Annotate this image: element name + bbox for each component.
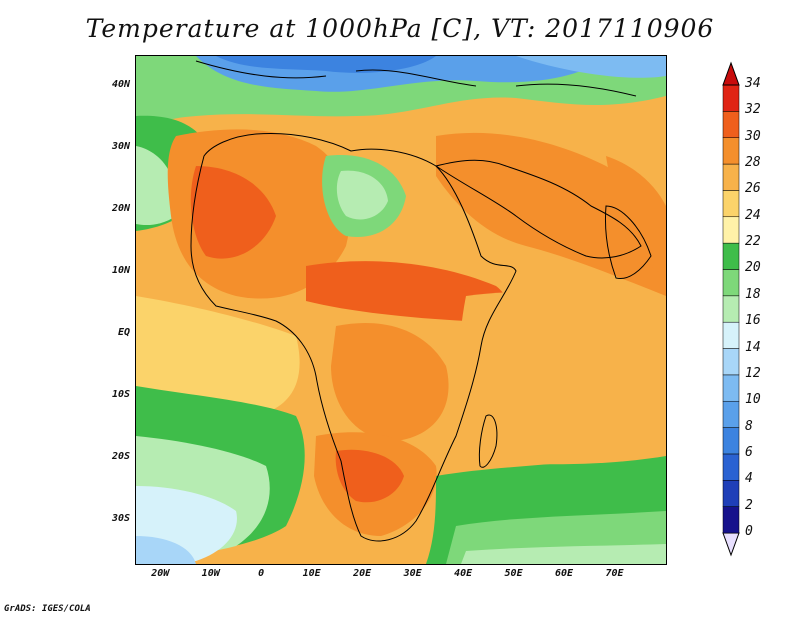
colorbar-swatch <box>722 480 740 507</box>
colorbar-level-label: 0 <box>745 524 753 539</box>
lat-tick-label: 20N <box>111 202 130 214</box>
colorbar-level-label: 2 <box>745 497 753 513</box>
colorbar-swatch <box>722 400 740 428</box>
lon-tick-label: 0 <box>258 568 265 579</box>
colorbar-level-label: 4 <box>745 471 753 487</box>
colorbar-swatch <box>722 427 740 455</box>
colorbar-level-label: 28 <box>745 155 761 171</box>
colorbar-level-label: 10 <box>745 392 761 408</box>
lat-tick-label: 40N <box>111 78 130 90</box>
colorbar-swatch <box>722 374 740 402</box>
colorbar-level-label: 20 <box>745 260 761 276</box>
lon-tick-label: 40E <box>454 568 473 579</box>
colorbar-level-label: 12 <box>745 365 761 381</box>
colorbar-swatch <box>722 137 740 165</box>
colorbar-swatch <box>722 269 740 297</box>
colorbar-level-label: 18 <box>745 286 761 302</box>
colorbar-level-label: 22 <box>745 234 761 250</box>
lon-tick-label: 20W <box>151 568 170 579</box>
lat-tick-label: 20S <box>111 450 130 462</box>
lon-tick-label: 30E <box>403 568 422 579</box>
lat-tick-label: 30N <box>111 140 130 152</box>
lat-tick-label: 10S <box>111 388 130 400</box>
credit-label: GrADS: IGES/COLA <box>4 604 91 614</box>
colorbar-overflow-triangle <box>722 61 740 86</box>
colorbar-level-label: 34 <box>745 76 761 91</box>
colorbar-swatch <box>722 163 740 191</box>
colorbar-level-label: 6 <box>745 444 753 460</box>
colorbar-swatch <box>722 111 740 138</box>
lon-tick-label: 10W <box>201 568 220 579</box>
lat-tick-label: EQ <box>117 326 130 338</box>
lon-tick-label: 60E <box>555 568 574 579</box>
colorbar-level-label: 30 <box>745 128 761 144</box>
colorbar-swatch <box>722 216 740 244</box>
lon-tick-label: 20E <box>353 568 372 579</box>
chart-title: Temperature at 1000hPa [C], VT: 20171109… <box>85 14 715 43</box>
lon-tick-label: 70E <box>605 568 624 579</box>
map-panel <box>135 55 667 565</box>
temperature-field <box>136 56 666 564</box>
colorbar-swatch <box>722 190 740 218</box>
colorbar-level-label: 26 <box>745 181 761 197</box>
colorbar-level-label: 32 <box>745 102 761 118</box>
colorbar-swatch <box>722 84 740 112</box>
lat-tick-label: 30S <box>111 512 130 524</box>
colorbar-swatch <box>722 506 740 534</box>
colorbar-swatch <box>722 242 740 270</box>
colorbar-swatch <box>722 295 740 323</box>
lon-tick-label: 50E <box>504 568 523 579</box>
colorbar-level-label: 8 <box>745 418 753 434</box>
colorbar-swatch <box>722 453 740 481</box>
colorbar-underflow-triangle <box>722 532 740 557</box>
colorbar-level-label: 16 <box>745 313 761 329</box>
lon-tick-label: 10E <box>302 568 321 579</box>
colorbar-level-label: 24 <box>745 207 761 223</box>
lat-tick-label: 10N <box>111 264 130 276</box>
colorbar-swatch <box>722 321 740 349</box>
colorbar-swatch <box>722 348 740 376</box>
colorbar-level-label: 14 <box>745 339 761 355</box>
